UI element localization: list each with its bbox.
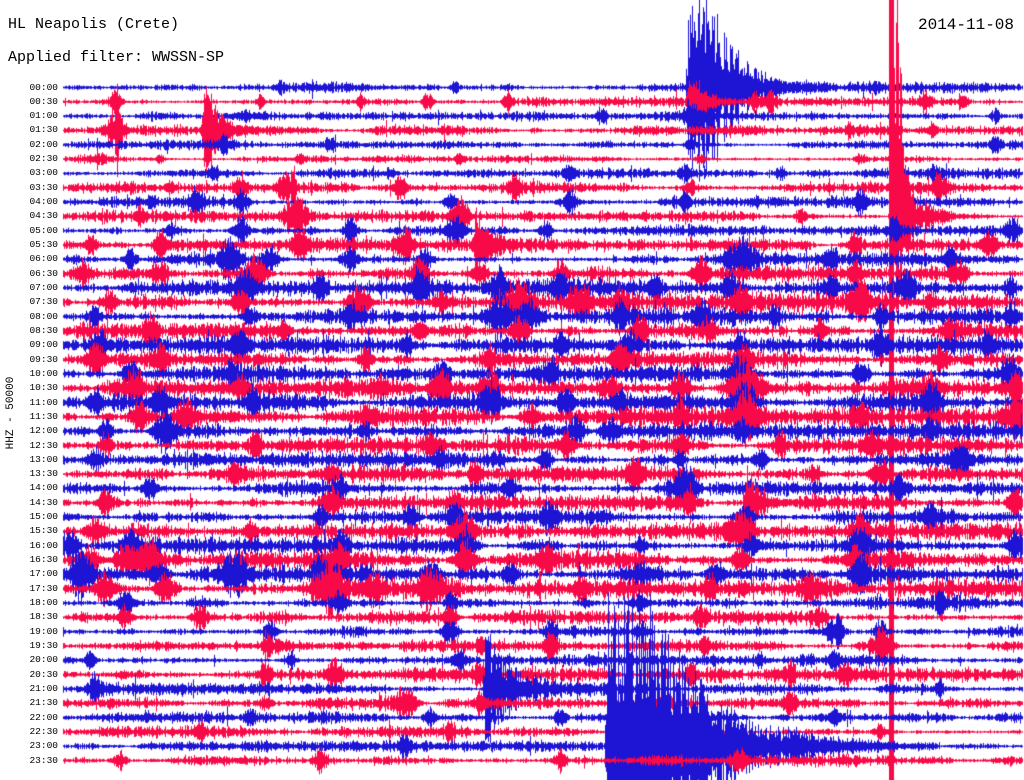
station-title: HL Neapolis (Crete) xyxy=(8,16,180,33)
time-label-0130: 01:30 xyxy=(29,124,58,136)
time-label-2030: 20:30 xyxy=(29,668,58,680)
time-label-2300: 23:00 xyxy=(29,740,58,752)
time-label-0600: 06:00 xyxy=(29,253,58,265)
time-label-0500: 05:00 xyxy=(29,224,58,236)
time-axis-labels: 00:00 00:30 01:00 01:30 02:00 02:30 03:00 03:30… xyxy=(0,0,58,780)
time-label-1500: 15:00 xyxy=(29,511,58,523)
time-label-0200: 02:00 xyxy=(29,138,58,150)
time-label-1330: 13:30 xyxy=(29,468,58,480)
time-label-0400: 04:00 xyxy=(29,196,58,208)
time-label-1630: 16:30 xyxy=(29,554,58,566)
time-label-0300: 03:00 xyxy=(29,167,58,179)
time-label-0700: 07:00 xyxy=(29,281,58,293)
time-label-0730: 07:30 xyxy=(29,296,58,308)
time-label-1300: 13:00 xyxy=(29,453,58,465)
time-label-2200: 22:00 xyxy=(29,711,58,723)
time-label-0900: 09:00 xyxy=(29,339,58,351)
time-label-1230: 12:30 xyxy=(29,439,58,451)
time-label-1400: 14:00 xyxy=(29,482,58,494)
time-label-1030: 10:30 xyxy=(29,382,58,394)
time-label-2100: 21:00 xyxy=(29,682,58,694)
time-label-2130: 21:30 xyxy=(29,697,58,709)
time-label-1930: 19:30 xyxy=(29,639,58,651)
time-label-0000: 00:00 xyxy=(29,81,58,93)
date-label: 2014-11-08 xyxy=(917,16,1014,34)
time-label-0530: 05:30 xyxy=(29,239,58,251)
time-label-0430: 04:30 xyxy=(29,210,58,222)
time-label-0800: 08:00 xyxy=(29,310,58,322)
time-label-2230: 22:30 xyxy=(29,725,58,737)
time-label-1530: 15:30 xyxy=(29,525,58,537)
time-label-1830: 18:30 xyxy=(29,611,58,623)
time-label-1130: 11:30 xyxy=(29,410,58,422)
time-label-1900: 19:00 xyxy=(29,625,58,637)
time-label-1730: 17:30 xyxy=(29,582,58,594)
time-label-0030: 00:30 xyxy=(29,95,58,107)
time-label-2000: 20:00 xyxy=(29,654,58,666)
time-label-1100: 11:00 xyxy=(29,396,58,408)
time-label-0630: 06:30 xyxy=(29,267,58,279)
time-label-1430: 14:30 xyxy=(29,496,58,508)
time-label-1600: 16:00 xyxy=(29,539,58,551)
time-label-1800: 18:00 xyxy=(29,597,58,609)
time-label-0830: 08:30 xyxy=(29,324,58,336)
time-label-0330: 03:30 xyxy=(29,181,58,193)
time-label-0930: 09:30 xyxy=(29,353,58,365)
time-label-1000: 10:00 xyxy=(29,367,58,379)
time-label-1700: 17:00 xyxy=(29,568,58,580)
time-label-1200: 12:00 xyxy=(29,425,58,437)
time-label-2330: 23:30 xyxy=(29,754,58,766)
applied-filter-label: Applied filter: WWSSN-SP xyxy=(8,49,225,66)
time-label-0230: 02:30 xyxy=(29,153,58,165)
time-label-0100: 01:00 xyxy=(29,110,58,122)
